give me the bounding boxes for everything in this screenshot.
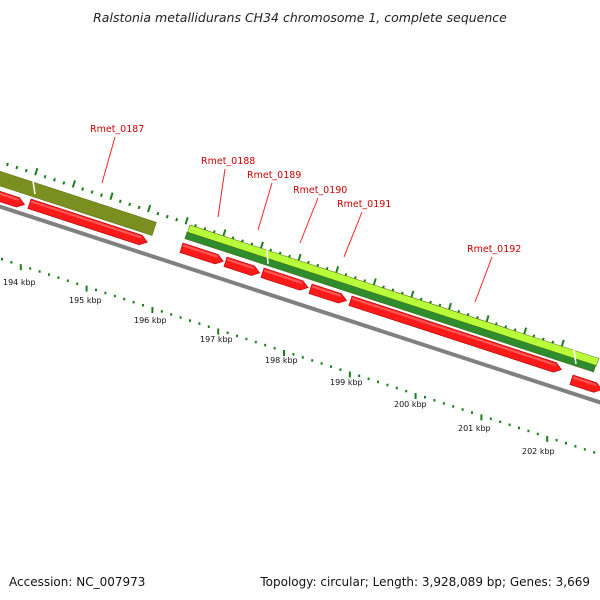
outer-major-tick — [109, 192, 114, 201]
kbp-label: 201 kbp — [458, 424, 491, 433]
outer-minor-tick — [6, 162, 9, 167]
cds-arrow — [27, 198, 148, 246]
outer-minor-tick — [118, 199, 122, 204]
outer-major-tick — [447, 302, 452, 311]
cds-arrow — [179, 242, 224, 265]
outer-minor-tick — [43, 174, 47, 179]
outer-major-tick — [184, 216, 189, 225]
outer-major-tick — [335, 266, 340, 274]
olive-band — [0, 167, 157, 236]
outer-minor-tick — [156, 211, 160, 216]
outer-major-tick — [297, 253, 302, 262]
gene-leader-line — [299, 197, 319, 244]
gene-leader-line — [257, 182, 273, 231]
kbp-label: 200 kbp — [394, 400, 427, 409]
cds-arrow — [223, 256, 261, 276]
outer-minor-tick — [165, 214, 169, 219]
gene-leader-line — [474, 256, 493, 303]
accession-label: Accession: NC_007973 — [9, 575, 145, 589]
outer-major-tick — [71, 180, 76, 188]
kbp-labels: 194 kbp 195 kbp 196 kbp 197 kbp 198 kbp 199 k… — [3, 278, 555, 456]
gene-labels: Rmet_0187 Rmet_0188 Rmet_0189 Rmet_0190 Rmet… — [90, 124, 521, 303]
outer-major-tick — [372, 278, 377, 286]
cds-arrow — [0, 187, 26, 208]
gene-leader-line — [217, 168, 226, 218]
cds-arrow — [308, 283, 348, 304]
outer-minor-tick — [53, 178, 56, 182]
dark-green-band — [184, 231, 597, 373]
kbp-label: 202 kbp — [522, 447, 555, 456]
kbp-label: 194 kbp — [3, 278, 36, 287]
outer-minor-tick — [90, 190, 94, 194]
kbp-label: 196 kbp — [134, 316, 167, 325]
outer-major-tick — [410, 290, 415, 299]
outer-minor-tick — [100, 193, 103, 197]
kbp-label: 199 kbp — [330, 378, 363, 387]
inner-tick-marks — [1, 258, 596, 454]
cds-arrow — [260, 267, 309, 291]
outer-major-tick — [485, 315, 490, 323]
outer-minor-tick — [81, 187, 85, 191]
outer-major-tick — [34, 167, 39, 176]
outer-major-tick — [523, 327, 528, 335]
kbp-label: 195 kbp — [69, 296, 102, 305]
gene-label: Rmet_0192 — [467, 244, 521, 255]
gene-label: Rmet_0188 — [201, 156, 255, 167]
gene-leader-line — [343, 211, 363, 258]
cds-arrow — [569, 374, 600, 393]
outer-minor-tick — [175, 217, 179, 222]
gene-label: Rmet_0187 — [90, 124, 144, 135]
sequence-backbone — [0, 204, 600, 405]
map-title: Ralstonia metallidurans CH34 chromosome … — [93, 10, 507, 25]
cds-arrows — [0, 187, 600, 393]
outer-minor-tick — [137, 205, 141, 210]
gene-label: Rmet_0190 — [293, 185, 347, 196]
outer-minor-tick — [15, 165, 19, 170]
feature-bands — [0, 167, 600, 373]
kbp-label: 197 kbp — [200, 335, 233, 344]
gene-label: Rmet_0191 — [337, 199, 391, 210]
gene-label: Rmet_0189 — [247, 170, 301, 181]
kbp-label: 198 kbp — [265, 356, 298, 365]
outer-minor-tick — [62, 181, 66, 185]
cds-arrow — [348, 295, 562, 373]
outer-major-tick — [147, 204, 152, 213]
outer-major-tick — [560, 339, 565, 348]
outer-minor-tick — [24, 168, 28, 173]
outer-minor-tick — [128, 202, 132, 207]
outer-major-tick — [259, 241, 264, 250]
outer-major-tick — [222, 229, 227, 237]
topology-summary: Topology: circular; Length: 3,928,089 bp… — [259, 575, 590, 589]
gene-leader-line — [101, 136, 116, 184]
